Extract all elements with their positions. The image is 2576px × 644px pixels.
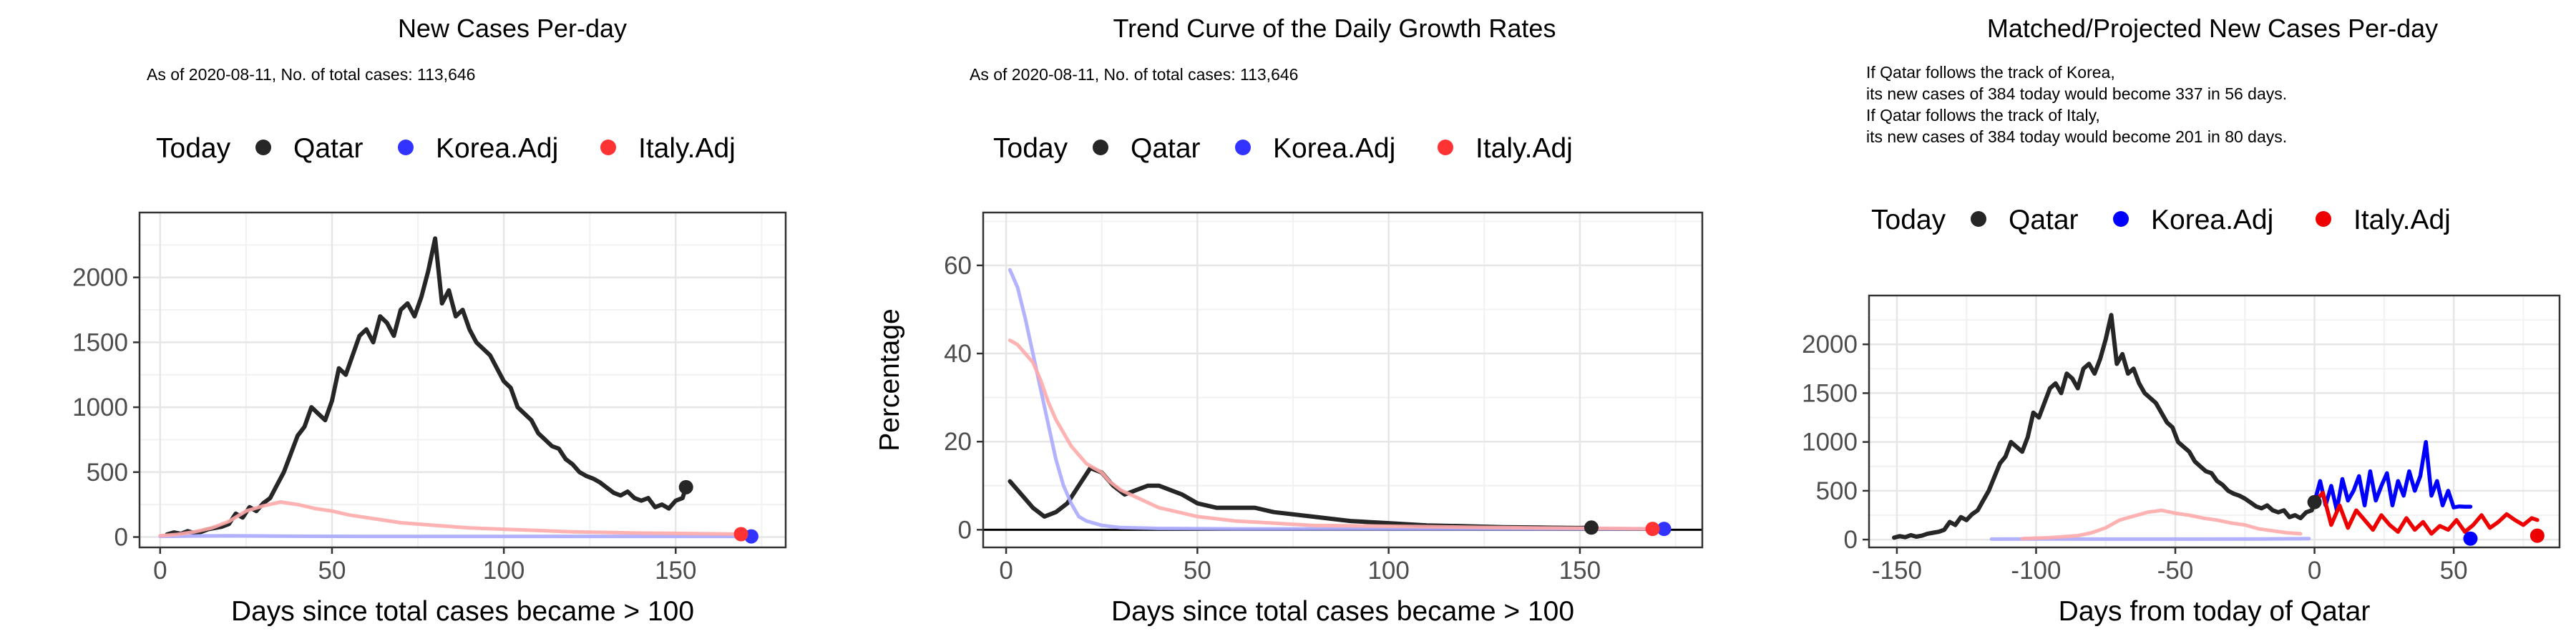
axis-ticks: 0 50 100 150 0 20 40 60 bbox=[944, 252, 1601, 585]
plot-border bbox=[982, 211, 1704, 549]
series bbox=[158, 236, 758, 544]
x-tick-label: -150 bbox=[1872, 557, 1922, 585]
y-tick-label: 500 bbox=[1816, 477, 1858, 505]
legend-key-italy-adj bbox=[2316, 211, 2331, 227]
y-tick-label: 1500 bbox=[72, 328, 128, 356]
x-tick-label: 100 bbox=[483, 557, 525, 585]
x-tick-label: 150 bbox=[1559, 557, 1601, 585]
legend-label: Qatar bbox=[293, 133, 364, 164]
annotation-line: its new cases of 384 today would become … bbox=[1866, 84, 2287, 103]
plot-area bbox=[1869, 296, 2560, 547]
chart-panel-2: Trend Curve of the Daily Growth Rates As … bbox=[874, 14, 1704, 627]
legend: Today Qatar Korea.Adj Italy.Adj bbox=[156, 133, 736, 164]
y-tick-label: 20 bbox=[944, 428, 972, 456]
y-tick-label: 0 bbox=[114, 523, 128, 551]
today-point-italy-adj bbox=[733, 527, 748, 542]
legend-title: Today bbox=[156, 133, 231, 164]
chart-title: Trend Curve of the Daily Growth Rates bbox=[1113, 14, 1556, 43]
x-axis-label: Days from today of Qatar bbox=[2059, 596, 2371, 627]
today-point-korea-adj bbox=[1657, 522, 1672, 537]
legend-label: Italy.Adj bbox=[1475, 133, 1573, 164]
y-tick-label: 40 bbox=[944, 340, 972, 368]
series bbox=[1008, 268, 1672, 537]
y-axis-label: Percentage bbox=[874, 308, 905, 451]
series-line-italy-adj bbox=[158, 500, 743, 538]
x-axis-label: Days since total cases became > 100 bbox=[231, 596, 694, 627]
x-axis-label: Days since total cases became > 100 bbox=[1111, 596, 1574, 627]
series-line-qatar bbox=[1892, 313, 2317, 540]
y-tick-label: 2000 bbox=[1802, 331, 1858, 358]
annotation-line: If Qatar follows the track of Korea, bbox=[1866, 63, 2115, 82]
legend-label: Italy.Adj bbox=[638, 133, 736, 164]
x-tick-label: 50 bbox=[2440, 557, 2468, 585]
legend-key-italy-adj bbox=[1438, 140, 1453, 155]
x-tick-label: 100 bbox=[1367, 557, 1409, 585]
legend-key-korea-adj bbox=[398, 140, 414, 155]
x-tick-label: 0 bbox=[153, 557, 167, 585]
x-tick-label: 50 bbox=[318, 557, 346, 585]
y-tick-label: 1500 bbox=[1802, 379, 1858, 407]
annotation-line: its new cases of 384 today would become … bbox=[1866, 127, 2287, 146]
series-line-italy-adj-projected bbox=[2312, 490, 2540, 536]
today-point-korea-adj bbox=[2463, 531, 2478, 546]
legend-label: Korea.Adj bbox=[436, 133, 558, 164]
chart-panel-3: Matched/Projected New Cases Per-day If Qa… bbox=[1802, 14, 2561, 627]
chart-panel-1: New Cases Per-day As of 2020-08-11, No. o… bbox=[72, 14, 787, 627]
chart-subtitle: As of 2020-08-11, No. of total cases: 11… bbox=[147, 65, 475, 84]
chart-subtitle: As of 2020-08-11, No. of total cases: 11… bbox=[970, 65, 1298, 84]
legend-title: Today bbox=[1871, 205, 1946, 235]
legend-key-qatar bbox=[1093, 140, 1108, 155]
legend: Today Qatar Korea.Adj Italy.Adj bbox=[993, 133, 1573, 164]
x-tick-label: 50 bbox=[1184, 557, 1211, 585]
legend-key-korea-adj bbox=[2113, 211, 2129, 227]
legend: Today Qatar Korea.Adj Italy.Adj bbox=[1871, 205, 2451, 235]
today-point-qatar bbox=[2307, 494, 2322, 509]
x-tick-label: 0 bbox=[2308, 557, 2321, 585]
today-point-italy-adj bbox=[2529, 528, 2545, 543]
series-line-italy-adj bbox=[2020, 508, 2303, 541]
legend-key-italy-adj bbox=[600, 140, 616, 155]
x-tick-label: -100 bbox=[2011, 557, 2061, 585]
series-line-korea-adj-projected bbox=[2312, 439, 2473, 512]
series-line-italy-adj bbox=[1008, 338, 1654, 531]
legend-label: Italy.Adj bbox=[2353, 205, 2451, 235]
annotation-line: If Qatar follows the track of Italy, bbox=[1866, 106, 2100, 125]
legend-label: Qatar bbox=[1131, 133, 1201, 164]
legend-key-korea-adj bbox=[1235, 140, 1251, 155]
y-tick-label: 60 bbox=[944, 252, 972, 280]
chart-title: Matched/Projected New Cases Per-day bbox=[1987, 14, 2438, 43]
legend-key-qatar bbox=[255, 140, 271, 155]
y-tick-label: 500 bbox=[87, 459, 128, 487]
chart-title: New Cases Per-day bbox=[398, 14, 627, 43]
plot-border bbox=[1868, 294, 2561, 549]
plot-area bbox=[983, 213, 1702, 547]
legend-title: Today bbox=[993, 133, 1068, 164]
gridlines bbox=[983, 213, 1702, 547]
y-tick-label: 1000 bbox=[72, 394, 128, 421]
plot-area bbox=[140, 213, 786, 547]
legend-label: Korea.Adj bbox=[1273, 133, 1395, 164]
x-tick-label: 0 bbox=[999, 557, 1013, 585]
today-point-italy-adj bbox=[1645, 522, 1660, 537]
y-tick-label: 2000 bbox=[72, 264, 128, 292]
series-line-korea-adj bbox=[158, 534, 753, 539]
x-tick-label: 150 bbox=[655, 557, 696, 585]
legend-label: Korea.Adj bbox=[2151, 205, 2273, 235]
today-point-qatar bbox=[1584, 520, 1599, 535]
today-point-qatar bbox=[678, 479, 693, 494]
y-tick-label: 0 bbox=[958, 516, 972, 544]
plot-border bbox=[138, 211, 787, 549]
legend-label: Qatar bbox=[2009, 205, 2079, 235]
x-tick-label: -50 bbox=[2157, 557, 2194, 585]
y-tick-label: 0 bbox=[1844, 526, 1858, 554]
y-tick-label: 1000 bbox=[1802, 429, 1858, 457]
series bbox=[1892, 313, 2545, 546]
legend-key-qatar bbox=[1971, 211, 1986, 227]
